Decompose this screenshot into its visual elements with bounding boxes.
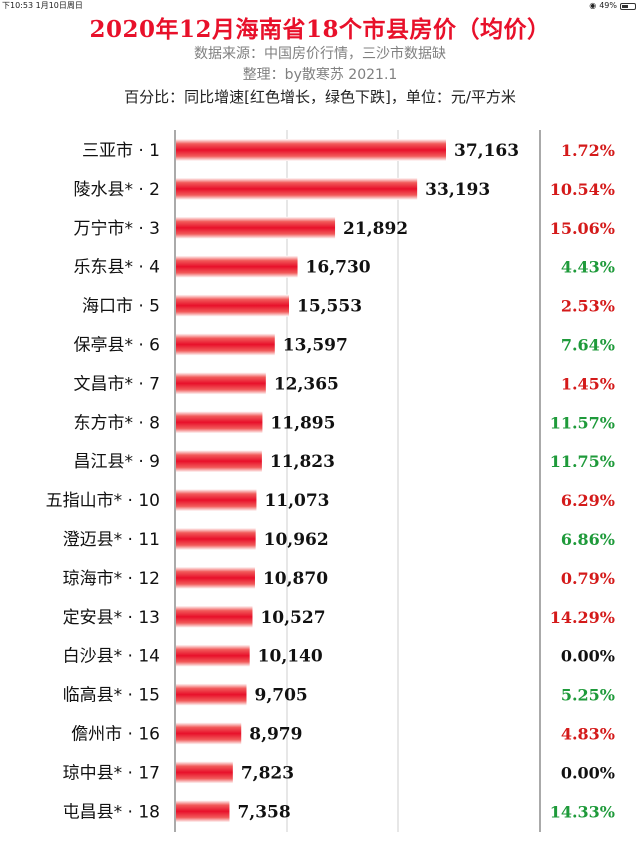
category-label: 昌江县* · 9: [73, 452, 160, 472]
yoy-label: 6.86%: [561, 530, 615, 549]
data-label: 8,979: [249, 725, 302, 745]
yoy-label: 0.00%: [561, 647, 615, 666]
battery-icon: [620, 2, 636, 10]
bar: [176, 294, 289, 317]
data-label: 10,962: [264, 530, 329, 550]
bar: [176, 411, 263, 434]
category-label: 白沙县* · 14: [63, 647, 160, 667]
yoy-label: 11.57%: [550, 413, 615, 432]
yoy-label: 14.29%: [550, 608, 615, 627]
data-label: 33,193: [425, 180, 490, 200]
status-date: 1月10日周日: [35, 1, 83, 10]
bar: [176, 605, 253, 628]
wifi-icon: ◉: [589, 1, 597, 10]
yoy-label: 1.45%: [561, 374, 615, 393]
category-label: 琼海市* · 12: [63, 569, 160, 589]
category-label: 定安县* · 13: [63, 608, 160, 628]
bar: [176, 255, 298, 278]
data-label: 16,730: [306, 258, 371, 278]
legend-note: 百分比：同比增速[红色增长，绿色下跌]，单位：元/平方米: [124, 88, 516, 106]
category-label: 万宁市* · 3: [73, 219, 160, 239]
data-label: 13,597: [283, 336, 348, 356]
category-label: 琼中县* · 17: [63, 763, 160, 783]
data-label: 15,553: [297, 297, 362, 317]
bar: [176, 683, 247, 706]
bars-layer: [176, 139, 446, 823]
author-line: 整理：by散寒苏 2021.1: [242, 67, 398, 83]
data-label: 21,892: [343, 219, 408, 239]
category-label: 乐东县* · 4: [73, 258, 160, 278]
bar: [176, 800, 230, 823]
yoy-label: 0.79%: [561, 569, 615, 588]
yoy-label: 15.06%: [550, 219, 615, 238]
bar: [176, 139, 446, 161]
category-label: 文昌市* · 7: [73, 374, 160, 394]
yoy-label: 6.29%: [561, 491, 615, 510]
category-label: 澄迈县* · 11: [63, 530, 160, 550]
data-label: 7,358: [237, 802, 290, 822]
data-source: 数据来源：中国房价行情，三沙市数据缺: [194, 46, 446, 62]
yoy-label: 0.00%: [561, 763, 615, 782]
yoy-label: 7.64%: [561, 336, 615, 355]
bar: [176, 177, 418, 200]
data-label: 11,073: [264, 491, 329, 511]
status-time: 下10:53: [2, 1, 34, 10]
category-label: 陵水县* · 2: [73, 180, 160, 200]
bar: [176, 372, 266, 395]
battery-percent: 49%: [599, 1, 617, 10]
grid-layer: [174, 130, 541, 832]
yoy-label: 14.33%: [550, 802, 615, 821]
data-label: 12,365: [274, 374, 339, 394]
yoy-label: 10.54%: [550, 180, 615, 199]
yoy-label: 1.72%: [561, 141, 615, 160]
yoy-label: 4.83%: [561, 725, 615, 744]
labels-layer: 三亚市 · 1 37,163 1.72% 陵水县* · 2 33,193 10.54% 万宁…: [46, 141, 615, 822]
bar: [176, 528, 256, 550]
chart-title: 2020年12月海南省18个市县房价（均价）: [89, 16, 551, 43]
data-label: 7,823: [241, 763, 294, 783]
category-label: 海口市 · 5: [82, 297, 160, 317]
category-label: 儋州市 · 16: [71, 725, 160, 745]
category-label: 保亭县* · 6: [73, 336, 160, 356]
yoy-label: 4.43%: [561, 258, 615, 277]
data-label: 37,163: [454, 141, 519, 161]
yoy-label: 5.25%: [561, 686, 615, 705]
status-right: ◉ 49%: [589, 0, 636, 12]
category-label: 东方市* · 8: [73, 413, 160, 433]
bar: [176, 216, 336, 239]
bar: [176, 644, 250, 667]
category-label: 临高县* · 15: [63, 686, 160, 706]
category-label: 五指山市* · 10: [46, 491, 160, 511]
bar: [176, 333, 275, 356]
category-label: 屯昌县* · 18: [63, 802, 160, 822]
category-label: 三亚市 · 1: [82, 141, 160, 161]
data-label: 11,823: [270, 452, 335, 472]
yoy-label: 11.75%: [550, 452, 615, 471]
status-time-date: 下10:53 1月10日周日: [2, 0, 83, 12]
status-bar: 下10:53 1月10日周日 ◉ 49%: [0, 0, 640, 12]
data-label: 10,140: [258, 647, 323, 667]
data-label: 9,705: [255, 686, 308, 706]
yoy-label: 2.53%: [561, 297, 615, 316]
data-label: 11,895: [270, 413, 335, 433]
bar: [176, 566, 255, 589]
bar: [176, 761, 233, 784]
bar: [176, 722, 242, 745]
data-label: 10,527: [260, 608, 325, 628]
bar: [176, 489, 257, 512]
bar: [176, 450, 262, 473]
data-label: 10,870: [263, 569, 328, 589]
